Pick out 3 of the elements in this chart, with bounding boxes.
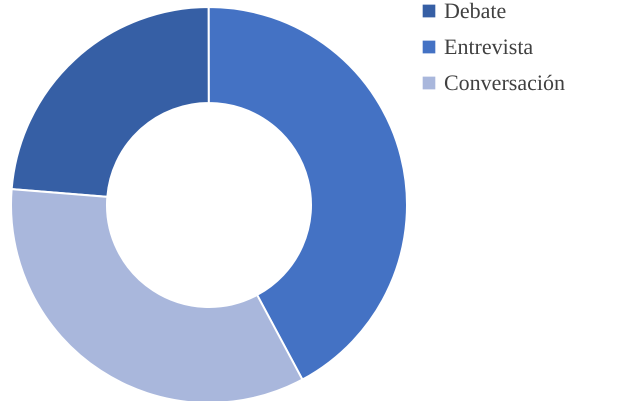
legend-label: Entrevista bbox=[444, 34, 534, 59]
legend-label: Conversación bbox=[444, 70, 565, 95]
legend-label: Debate bbox=[444, 0, 506, 23]
